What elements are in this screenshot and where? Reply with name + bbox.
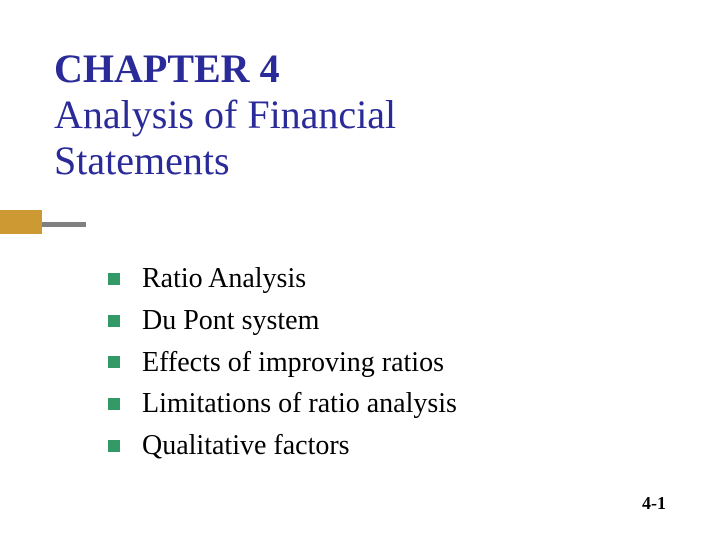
square-bullet-icon bbox=[108, 273, 120, 285]
accent-gold-box bbox=[0, 210, 42, 234]
bullet-text: Limitations of ratio analysis bbox=[142, 385, 457, 423]
square-bullet-icon bbox=[108, 356, 120, 368]
bullet-text: Du Pont system bbox=[142, 302, 319, 340]
bullet-text: Effects of improving ratios bbox=[142, 344, 444, 382]
square-bullet-icon bbox=[108, 398, 120, 410]
slide: CHAPTER 4 Analysis of Financial Statemen… bbox=[0, 0, 720, 540]
bullet-text: Ratio Analysis bbox=[142, 260, 306, 298]
list-item: Ratio Analysis bbox=[108, 260, 680, 298]
list-item: Du Pont system bbox=[108, 302, 680, 340]
page-number: 4-1 bbox=[642, 493, 666, 514]
bullet-list: Ratio Analysis Du Pont system Effects of… bbox=[108, 260, 680, 469]
list-item: Qualitative factors bbox=[108, 427, 680, 465]
bullet-text: Qualitative factors bbox=[142, 427, 350, 465]
list-item: Limitations of ratio analysis bbox=[108, 385, 680, 423]
subtitle-line-2: Statements bbox=[54, 138, 680, 184]
subtitle-line-1: Analysis of Financial bbox=[54, 92, 680, 138]
square-bullet-icon bbox=[108, 440, 120, 452]
title-block: CHAPTER 4 Analysis of Financial Statemen… bbox=[54, 46, 680, 184]
list-item: Effects of improving ratios bbox=[108, 344, 680, 382]
square-bullet-icon bbox=[108, 315, 120, 327]
accent-bar bbox=[0, 210, 86, 234]
chapter-heading: CHAPTER 4 bbox=[54, 46, 680, 92]
